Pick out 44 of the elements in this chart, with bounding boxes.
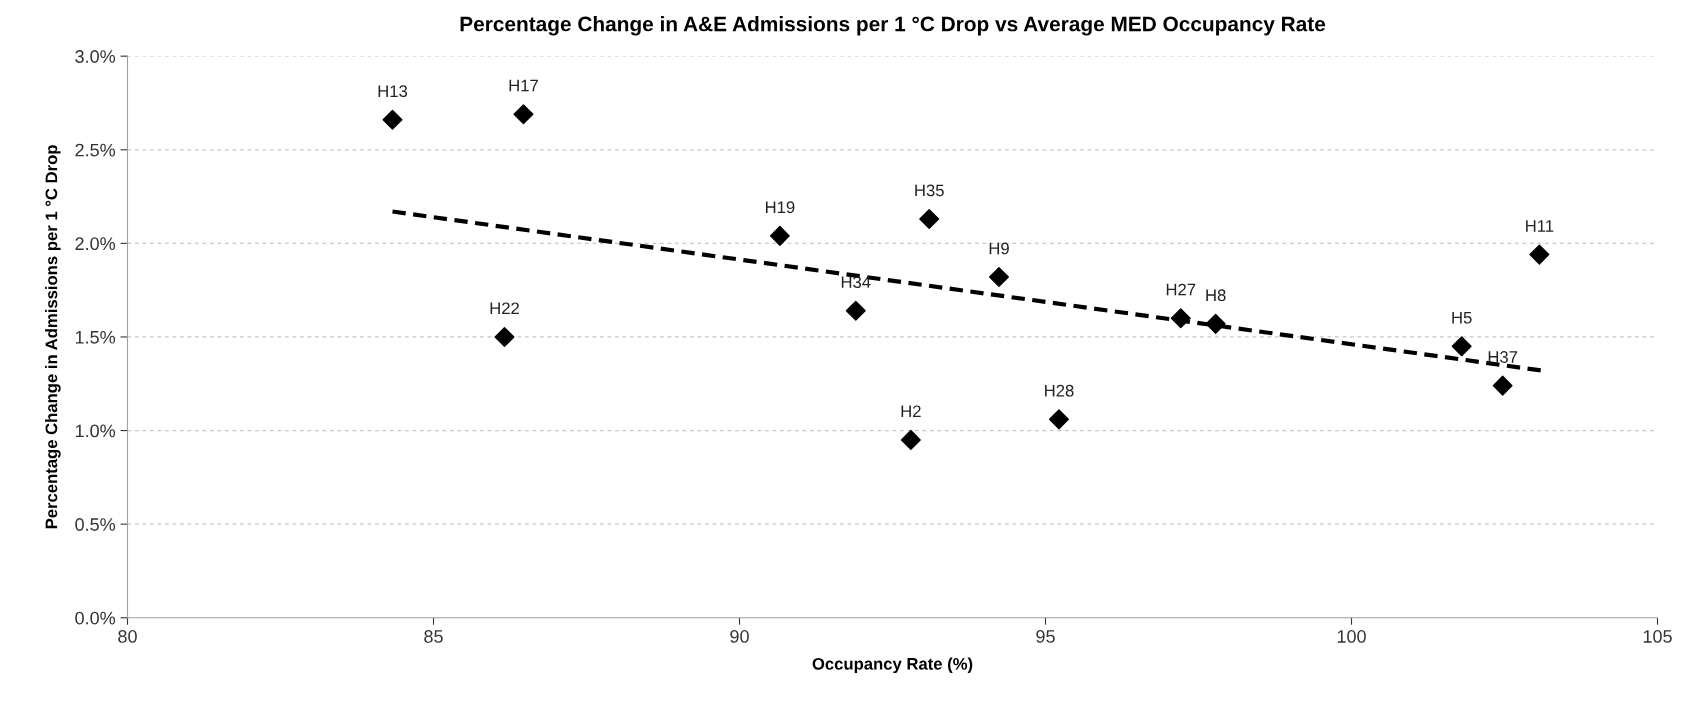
annotation: H2 [901, 405, 921, 418]
point [513, 104, 534, 125]
point [988, 267, 1009, 288]
point [1451, 336, 1472, 357]
point [1492, 375, 1513, 396]
point [919, 209, 940, 230]
annotation: H28 [1045, 384, 1074, 397]
point [769, 225, 790, 246]
y-tick-label: 2.5% [75, 143, 116, 157]
annotation: H37 [1488, 351, 1518, 363]
y-tick-label: 1.0% [75, 424, 116, 438]
point [1529, 244, 1550, 265]
x-tick-label: 90 [730, 630, 749, 643]
y-tick-label: 0.0% [75, 611, 116, 625]
point [900, 429, 921, 450]
x-axis-title: Occupancy Rate (%) [812, 657, 973, 674]
annotation: H11 [1526, 220, 1554, 232]
x-tick-label: 85 [424, 630, 443, 643]
x-tick-label: 95 [1036, 630, 1055, 643]
annotation: H8 [1206, 289, 1226, 302]
x-tick-label: 80 [118, 630, 137, 643]
annotation: H34 [841, 276, 871, 289]
x-tick-label: 105 [1643, 630, 1672, 643]
annotation: H9 [989, 242, 1009, 255]
point [1048, 409, 1069, 430]
x-tick-label: 100 [1337, 630, 1366, 643]
annotation: H27 [1166, 283, 1196, 296]
y-tick-label: 3.0% [75, 50, 116, 63]
y-tick-label: 2.0% [75, 237, 116, 251]
y-tick-label: 1.5% [75, 330, 116, 344]
annotation: H13 [378, 85, 408, 98]
y-tick-label: 0.5% [75, 518, 116, 531]
point [1170, 308, 1191, 329]
point [494, 326, 515, 347]
point [382, 109, 403, 130]
point [1205, 313, 1226, 334]
annotation: H19 [765, 201, 795, 214]
y-axis-title: Percentage Change in Admissions per 1 °C Drop [45, 145, 61, 529]
annotation: H17 [509, 79, 538, 92]
chart-title: Percentage Change in A&E Admissions per 1 °C Drop vs Average MED Occupancy Rate [460, 16, 1326, 36]
point [845, 300, 866, 321]
annotation: H35 [915, 184, 944, 197]
annotation: H5 [1452, 311, 1472, 324]
annotation: H22 [490, 302, 519, 315]
